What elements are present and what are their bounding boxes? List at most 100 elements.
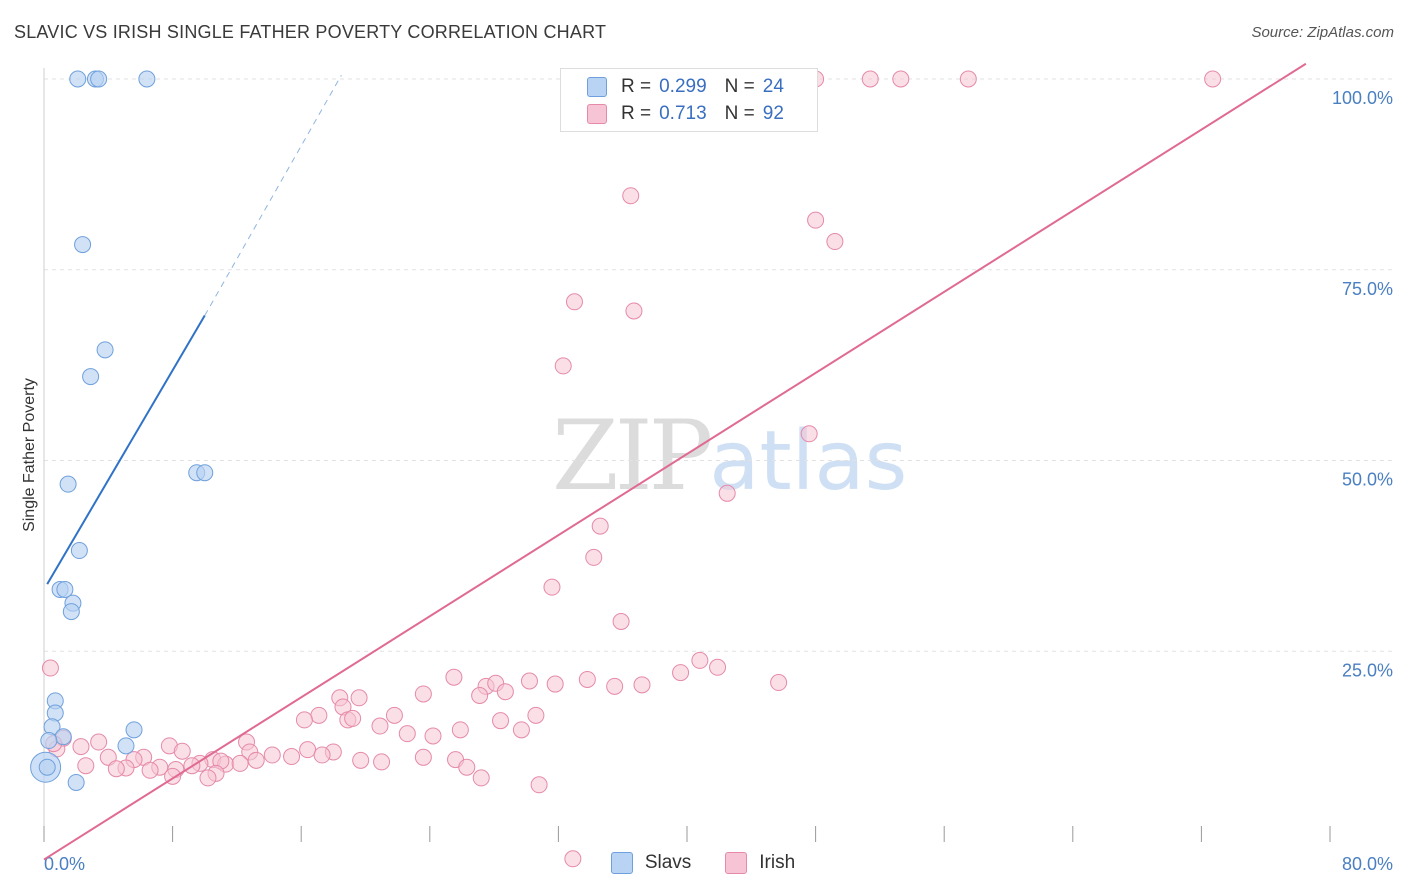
irish-point-50 xyxy=(424,727,442,745)
irish-point-7 xyxy=(1204,70,1222,88)
irish-point-63 xyxy=(283,748,301,766)
irish-point-52 xyxy=(90,733,108,751)
irish-point-31 xyxy=(770,674,788,692)
slavs-point-12 xyxy=(56,580,74,598)
irish-point-36 xyxy=(350,689,368,707)
y-tick-label-1: 50.0% xyxy=(1342,470,1393,490)
irish-r-value: 0.713 xyxy=(659,103,707,124)
irish-point-14 xyxy=(800,425,818,443)
legend-row-irish: R = 0.713 N = 92 xyxy=(587,102,784,126)
chart-source: Source: ZipAtlas.com xyxy=(1251,24,1394,41)
irish-point-55 xyxy=(72,738,90,756)
irish-point-49 xyxy=(451,721,469,739)
irish-point-27 xyxy=(546,675,564,693)
irish-point-21 xyxy=(691,651,709,669)
slavs-point-14 xyxy=(62,603,80,621)
legend-slavs-label: Slavs xyxy=(644,852,692,873)
irish-point-45 xyxy=(492,712,510,730)
x-tick-label-1: 80.0% xyxy=(1342,854,1393,874)
irish-point-23 xyxy=(709,658,727,676)
irish-point-30 xyxy=(633,676,651,694)
irish-point-88 xyxy=(458,758,476,776)
slavs-point-0 xyxy=(69,70,87,88)
irish-point-90 xyxy=(530,776,548,794)
y-tick-label-2: 75.0% xyxy=(1342,279,1393,299)
irish-trend-line xyxy=(43,62,1307,861)
irish-point-62 xyxy=(263,746,281,764)
irish-point-48 xyxy=(398,725,416,743)
slavs-point-19 xyxy=(40,732,58,750)
y-axis-label: Single Father Poverty xyxy=(21,378,38,532)
stats-legend: R = 0.299 N = 24 R = 0.713 N = 92 xyxy=(560,68,818,132)
irish-point-6 xyxy=(959,70,977,88)
slavs-point-3 xyxy=(138,70,156,88)
irish-point-25 xyxy=(520,672,538,690)
irish-point-16 xyxy=(591,517,609,535)
irish-point-39 xyxy=(385,706,403,724)
slavs-trend-line xyxy=(46,315,206,585)
slavs-point-9 xyxy=(59,475,77,493)
slavs-trend-extension xyxy=(204,74,342,316)
irish-point-22 xyxy=(672,664,690,682)
y-tick-label-0: 25.0% xyxy=(1342,660,1393,680)
irish-point-17 xyxy=(585,548,603,566)
legend-irish-swatch xyxy=(725,852,748,874)
slavs-r-label: R = xyxy=(621,76,652,97)
watermark-zip: ZIP xyxy=(552,400,713,512)
irish-point-34 xyxy=(414,685,432,703)
irish-r-label: R = xyxy=(621,103,652,124)
irish-point-37 xyxy=(471,687,489,705)
irish-point-15 xyxy=(718,484,736,502)
slavs-point-6 xyxy=(82,368,100,386)
slavs-point-23 xyxy=(67,773,85,791)
irish-n-label: N = xyxy=(724,103,755,124)
irish-point-4 xyxy=(861,70,879,88)
chart-title: SLAVIC VS IRISH SINGLE FATHER POVERTY CO… xyxy=(14,22,607,42)
irish-point-69 xyxy=(247,751,265,769)
irish-point-70 xyxy=(352,751,370,769)
irish-point-82 xyxy=(107,760,125,778)
legend-item-irish[interactable]: Irish xyxy=(725,852,795,874)
slavs-point-2 xyxy=(90,70,108,88)
slavs-point-8 xyxy=(196,464,214,482)
irish-point-89 xyxy=(472,769,490,787)
slavs-point-21 xyxy=(117,737,135,755)
irish-point-60 xyxy=(299,741,317,759)
slavs-n-value: 24 xyxy=(762,76,784,97)
irish-point-26 xyxy=(445,668,463,686)
slavs-swatch xyxy=(587,77,607,97)
irish-n-value: 92 xyxy=(762,103,784,124)
irish-point-71 xyxy=(373,753,391,771)
x-tick-label-0: 0.0% xyxy=(44,854,85,874)
legend-irish-label: Irish xyxy=(759,852,796,873)
series-legend: Slavs Irish xyxy=(0,852,1406,874)
irish-point-19 xyxy=(612,612,630,630)
irish-point-41 xyxy=(295,711,313,729)
irish-point-40 xyxy=(310,706,328,724)
watermark: ZIPatlas xyxy=(552,400,907,512)
irish-point-83 xyxy=(141,761,159,779)
irish-point-24 xyxy=(578,670,596,688)
irish-point-91 xyxy=(564,850,582,868)
irish-point-13 xyxy=(554,357,572,375)
slavs-point-4 xyxy=(74,236,92,254)
irish-point-18 xyxy=(543,578,561,596)
slavs-n-label: N = xyxy=(724,76,755,97)
irish-point-33 xyxy=(496,683,514,701)
irish-point-59 xyxy=(173,742,191,760)
irish-point-46 xyxy=(527,706,545,724)
irish-point-43 xyxy=(344,709,362,727)
irish-point-78 xyxy=(77,757,95,775)
irish-point-87 xyxy=(199,769,217,787)
slavs-point-18 xyxy=(54,728,72,746)
irish-point-20 xyxy=(41,659,59,677)
irish-point-47 xyxy=(512,721,530,739)
legend-item-slavs[interactable]: Slavs xyxy=(610,852,692,874)
legend-row-slavs: R = 0.299 N = 24 xyxy=(587,75,784,99)
slavs-point-10 xyxy=(70,542,88,560)
irish-point-5 xyxy=(892,70,910,88)
slavs-r-value: 0.299 xyxy=(659,76,707,97)
y-tick-label-3: 100.0% xyxy=(1332,88,1393,108)
irish-point-65 xyxy=(313,746,331,764)
